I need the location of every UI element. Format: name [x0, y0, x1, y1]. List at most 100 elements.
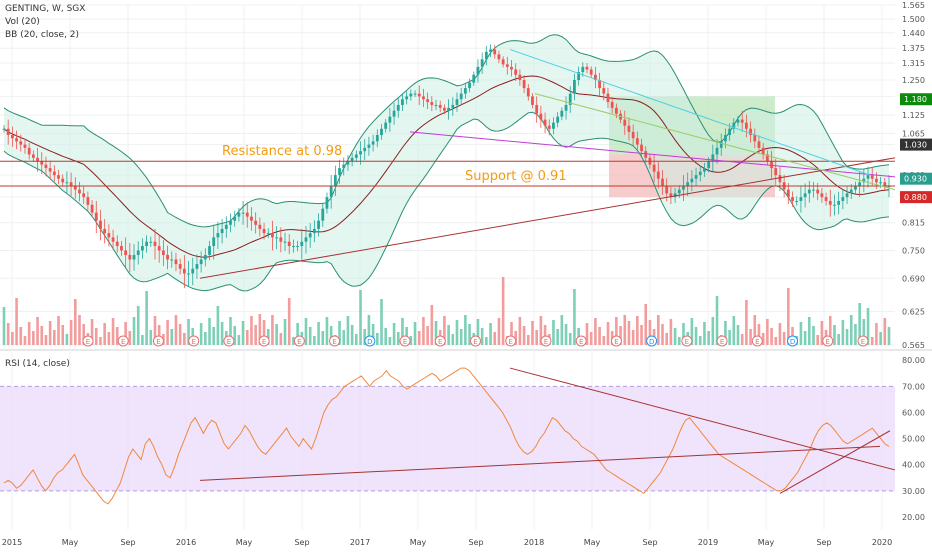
candle-body	[526, 88, 530, 97]
support-label: Support @ 0.91	[465, 169, 567, 184]
candle-body	[669, 193, 673, 198]
volume-bar	[724, 321, 727, 345]
candle-body	[166, 254, 169, 260]
candle-body	[300, 241, 304, 247]
event-marker	[610, 335, 622, 347]
y-tick-label: 0.750	[902, 246, 925, 255]
volume-bar	[501, 277, 505, 345]
volume-bar	[447, 325, 450, 345]
candle-body	[52, 171, 56, 176]
candle-body	[254, 220, 258, 225]
volume-bar	[711, 317, 715, 345]
volume-bar	[761, 333, 765, 345]
candle-body	[15, 138, 18, 142]
volume-bar	[413, 322, 417, 345]
cyan-trendline	[509, 48, 871, 176]
volume-bar	[560, 315, 564, 345]
candle-body	[593, 74, 597, 81]
volume-bar	[535, 330, 538, 345]
event-marker-label: E	[262, 338, 266, 346]
volume-bar	[728, 330, 731, 345]
volume-bar	[338, 321, 341, 345]
y-tick-label: 1.565	[902, 1, 925, 10]
candle-body	[820, 193, 824, 198]
candle-body	[774, 168, 778, 176]
candle-body	[837, 200, 841, 205]
volume-bar	[115, 327, 119, 345]
candle-body	[375, 135, 379, 142]
volume-bar	[715, 296, 719, 345]
price-tag-label: 1.030	[904, 141, 927, 150]
volume-bar	[539, 316, 543, 345]
candle-body	[115, 241, 119, 247]
candle-body	[833, 204, 836, 206]
volume-bar	[69, 320, 73, 345]
volume-bar	[317, 322, 320, 345]
candle-body	[73, 185, 77, 190]
event-marker-label: E	[403, 338, 407, 346]
volume-bar	[271, 315, 274, 345]
candle-body	[715, 147, 719, 155]
y-tick-label: 0.690	[902, 274, 925, 283]
rsi-falling-trendline	[509, 367, 896, 471]
volume-bar	[619, 326, 622, 345]
volume-bar	[476, 319, 480, 345]
event-marker	[681, 335, 693, 347]
volume-bar	[199, 323, 203, 345]
x-tick-label: 2020	[872, 538, 892, 547]
volume-bar	[254, 325, 257, 345]
candle-body	[287, 241, 291, 247]
candle-body	[514, 69, 518, 75]
volume-bar	[220, 322, 224, 345]
candle-body	[489, 49, 492, 52]
candle-body	[656, 171, 660, 179]
y-tick-label: 1.500	[902, 15, 925, 24]
candle-body	[451, 104, 455, 108]
candle-body	[23, 144, 27, 148]
volume-bar	[820, 321, 824, 345]
candle-body	[203, 254, 207, 260]
candle-body	[111, 237, 115, 242]
volume-bar	[543, 325, 547, 345]
candle-body	[627, 125, 631, 132]
candle-body	[870, 175, 874, 179]
candle-body	[208, 246, 211, 255]
rsi-legend: RSI (14, close)	[5, 359, 70, 369]
event-marker	[751, 335, 763, 347]
candle-body	[635, 138, 639, 145]
candle-body	[543, 119, 547, 126]
volume-bar	[740, 334, 744, 345]
volume-bar	[866, 308, 870, 345]
event-marker	[505, 335, 517, 347]
event-marker-label: E	[473, 338, 477, 346]
candle-body	[606, 93, 610, 103]
price-tag	[900, 191, 932, 204]
resistance-label: Resistance at 0.98	[222, 144, 342, 159]
volume-bar	[187, 319, 190, 345]
candle-body	[828, 200, 832, 205]
volume-bar	[573, 289, 576, 345]
candle-body	[879, 182, 883, 184]
rsi-band	[0, 386, 895, 491]
candle-body	[304, 237, 308, 242]
candle-body	[841, 197, 845, 201]
rsi-support-trendline	[779, 430, 891, 494]
volume-bar	[111, 318, 115, 345]
volume-bar	[615, 317, 618, 345]
candle-body	[132, 254, 136, 260]
event-marker	[716, 335, 728, 347]
volume-bar	[812, 326, 815, 345]
candle-body	[149, 241, 153, 243]
volume-bar	[799, 322, 803, 345]
volume-bar	[388, 337, 392, 345]
chart-title: GENTING, W, SGX	[5, 4, 86, 14]
candle-body	[417, 93, 421, 97]
candle-body	[333, 175, 337, 186]
event-marker-label: E	[579, 338, 583, 346]
volume-bar	[359, 290, 362, 345]
candle-body	[401, 99, 404, 105]
candle-body	[468, 82, 471, 89]
event-marker-label: E	[755, 338, 759, 346]
event-marker	[364, 335, 376, 347]
